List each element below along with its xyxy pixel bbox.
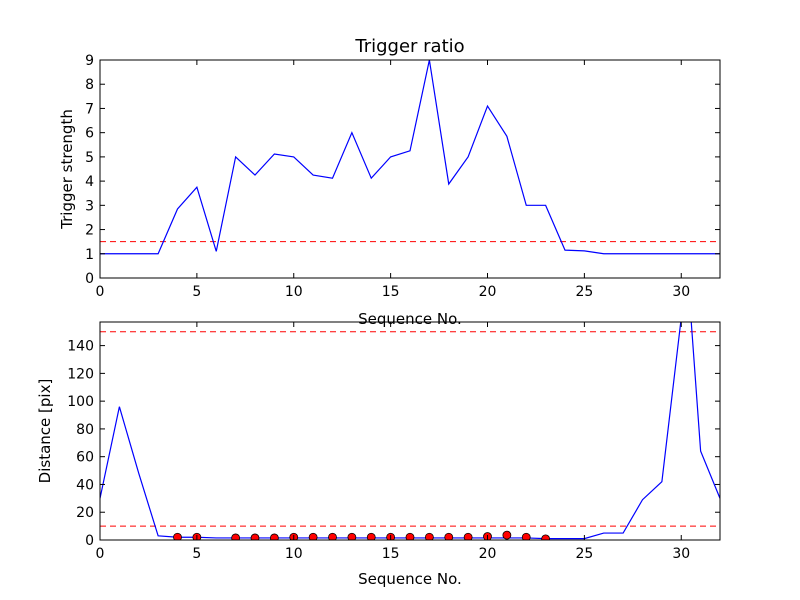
bottom-data-point <box>231 533 241 540</box>
bottom-plot-frame <box>99 321 721 541</box>
bottom-y-tick-label: 0 <box>85 533 94 549</box>
chart-title: Trigger ratio <box>354 36 464 57</box>
bottom-data-point <box>269 533 279 540</box>
bottom-data-point <box>250 533 260 540</box>
top-plot-data <box>100 60 720 255</box>
top-x-tick-label: 5 <box>192 284 201 300</box>
top-y-tick-label: 1 <box>85 247 94 263</box>
bottom-x-tick-label: 20 <box>479 546 497 562</box>
bottom-data-point <box>521 532 531 540</box>
top-x-tick-label: 10 <box>285 284 303 300</box>
bottom-y-tick-label: 80 <box>76 422 94 438</box>
bottom-data-point <box>308 532 318 540</box>
bottom-y-tick-label: 60 <box>76 450 94 466</box>
bottom-data-point <box>347 532 357 540</box>
bottom-data-point <box>366 532 376 540</box>
bottom-x-tick-label: 15 <box>382 546 400 562</box>
top-x-tick-label: 0 <box>96 284 105 300</box>
bottom-y-tick-label: 100 <box>67 394 94 410</box>
top-y-tick-label: 2 <box>85 223 94 239</box>
bottom-x-tick-label: 5 <box>192 546 201 562</box>
top-series-line <box>100 60 720 255</box>
bottom-data-point <box>444 532 454 540</box>
bottom-data-point <box>424 532 434 540</box>
bottom-series-line <box>100 322 720 540</box>
top-x-tick-label: 20 <box>479 284 497 300</box>
bottom-x-tick-label: 10 <box>285 546 303 562</box>
top-y-tick-label: 9 <box>85 53 94 69</box>
bottom-plot-ticks: 0 5 10 15 20 25 30 0 20 40 60 80 100 120 140 <box>67 322 720 562</box>
bottom-x-axis-label: Sequence No. <box>358 570 462 588</box>
top-x-tick-label: 30 <box>672 284 690 300</box>
bottom-data-point <box>541 534 551 540</box>
top-x-tick-label: 25 <box>575 284 593 300</box>
bottom-y-tick-label: 120 <box>67 366 94 382</box>
top-clipped-data <box>100 60 720 255</box>
top-x-axis-label: Sequence No. <box>358 310 462 328</box>
bottom-y-tick-label: 20 <box>76 505 94 521</box>
top-y-tick-label: 7 <box>85 101 94 117</box>
distance-plot: 0 5 10 15 20 25 30 0 20 40 60 80 100 120 140 Sequence … <box>36 321 721 588</box>
bottom-data-point <box>405 532 415 540</box>
top-y-tick-label: 6 <box>85 126 94 142</box>
bottom-y-tick-label: 40 <box>76 477 94 493</box>
bottom-y-tick-label: 140 <box>67 339 94 355</box>
top-y-tick-label: 5 <box>85 150 94 166</box>
bottom-data-point <box>328 532 337 540</box>
trigger-ratio-plot: Trigger ratio 0 5 10 15 20 25 30 0 1 2 3 4 5 6 7 8 9 Seq… <box>58 36 721 328</box>
top-plot-ticks: 0 5 10 15 20 25 30 0 1 2 3 4 5 6 7 8 9 <box>85 53 720 300</box>
top-y-tick-label: 4 <box>85 174 94 190</box>
bottom-data-point <box>463 532 473 540</box>
bottom-x-tick-label: 25 <box>575 546 593 562</box>
top-x-tick-label: 15 <box>382 284 400 300</box>
top-y-tick-label: 8 <box>85 77 94 93</box>
top-plot-frame <box>99 59 721 279</box>
bottom-data-point <box>502 530 512 540</box>
top-y-axis-label: Trigger strength <box>58 109 76 230</box>
bottom-x-tick-label: 0 <box>96 546 105 562</box>
bottom-x-tick-label: 30 <box>672 546 690 562</box>
bottom-y-axis-label: Distance [pix] <box>36 379 54 484</box>
top-y-tick-label: 3 <box>85 198 94 214</box>
top-y-tick-label: 0 <box>85 271 94 287</box>
bottom-data-point <box>173 532 182 540</box>
